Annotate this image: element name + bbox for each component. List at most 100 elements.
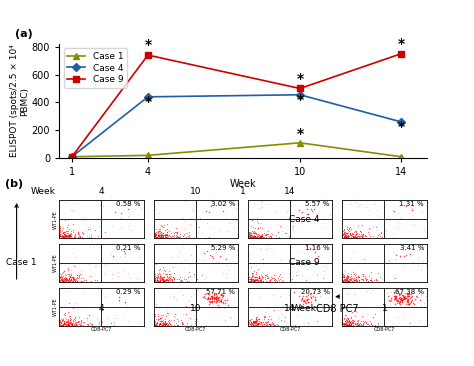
Point: [246, 234, 254, 240]
Point: [146, 317, 154, 322]
Point: [73, 278, 81, 284]
Point: [62, 233, 70, 239]
Point: [163, 321, 170, 326]
Point: [246, 233, 253, 239]
Point: [335, 319, 343, 325]
Point: [56, 281, 64, 287]
Point: [57, 324, 64, 330]
Point: [248, 324, 256, 330]
Point: [170, 270, 177, 276]
Point: [50, 232, 57, 238]
Point: [69, 321, 76, 327]
Point: [156, 237, 164, 243]
Point: [343, 312, 350, 318]
Point: [254, 322, 261, 328]
Point: [262, 272, 269, 278]
Point: [351, 235, 358, 240]
Point: [61, 233, 69, 239]
Point: [212, 291, 220, 297]
Point: [151, 280, 159, 286]
Point: [62, 321, 70, 327]
Point: [170, 313, 178, 318]
Point: [53, 228, 60, 234]
Point: [344, 275, 351, 281]
Point: [163, 221, 171, 227]
Point: [141, 235, 148, 241]
Point: [152, 322, 160, 328]
Point: [252, 229, 259, 235]
Point: [257, 199, 265, 205]
Point: [72, 317, 79, 322]
Point: [383, 307, 391, 313]
Point: [243, 275, 251, 281]
Point: [335, 320, 342, 326]
Point: [74, 235, 82, 240]
Point: [156, 235, 164, 241]
Point: [158, 323, 166, 329]
Point: [363, 276, 370, 282]
Point: [55, 281, 63, 287]
Point: [67, 276, 74, 282]
Point: [352, 271, 360, 277]
Point: [352, 280, 360, 286]
Point: [337, 278, 345, 284]
Point: [349, 322, 357, 328]
Point: [162, 321, 170, 327]
Point: [165, 274, 173, 280]
Point: [253, 277, 261, 283]
Point: [173, 234, 181, 240]
Point: [164, 277, 172, 283]
Point: [259, 278, 267, 284]
Point: [401, 294, 408, 299]
Point: [352, 235, 360, 240]
Point: [246, 323, 253, 329]
Point: [62, 322, 70, 328]
Point: [150, 274, 157, 280]
Point: [345, 278, 352, 284]
Point: [77, 317, 84, 323]
Point: [234, 231, 241, 237]
Point: [71, 285, 78, 291]
Point: [146, 269, 153, 275]
Point: [355, 262, 362, 268]
Point: [65, 234, 73, 239]
Text: 10: 10: [190, 187, 201, 197]
Point: [64, 322, 72, 328]
Point: [359, 322, 367, 328]
Point: [164, 277, 172, 283]
Point: [63, 324, 70, 329]
Point: [148, 321, 156, 327]
Point: [59, 278, 66, 284]
Point: [350, 322, 357, 328]
Point: [169, 264, 176, 270]
Point: [71, 232, 79, 238]
Point: [243, 234, 251, 240]
Point: [351, 291, 358, 296]
Point: [382, 228, 390, 234]
Point: [63, 236, 70, 242]
Point: [59, 234, 67, 240]
Point: [382, 304, 389, 310]
Point: [60, 235, 68, 240]
Point: [61, 278, 69, 284]
Point: [343, 276, 350, 282]
Point: [249, 273, 257, 279]
Point: [210, 294, 217, 300]
Point: [269, 323, 276, 329]
Point: [247, 322, 255, 328]
Point: [345, 274, 352, 280]
Point: [191, 318, 199, 324]
Point: [70, 322, 78, 328]
Point: [363, 233, 370, 239]
Point: [345, 291, 352, 296]
Point: [362, 274, 369, 280]
Point: [67, 271, 74, 277]
Point: [398, 295, 405, 301]
Point: [215, 294, 222, 300]
Point: [384, 260, 392, 266]
Point: [307, 299, 315, 305]
Point: [166, 275, 173, 281]
Point: [47, 272, 55, 278]
Point: [174, 253, 182, 259]
Point: [53, 313, 61, 319]
